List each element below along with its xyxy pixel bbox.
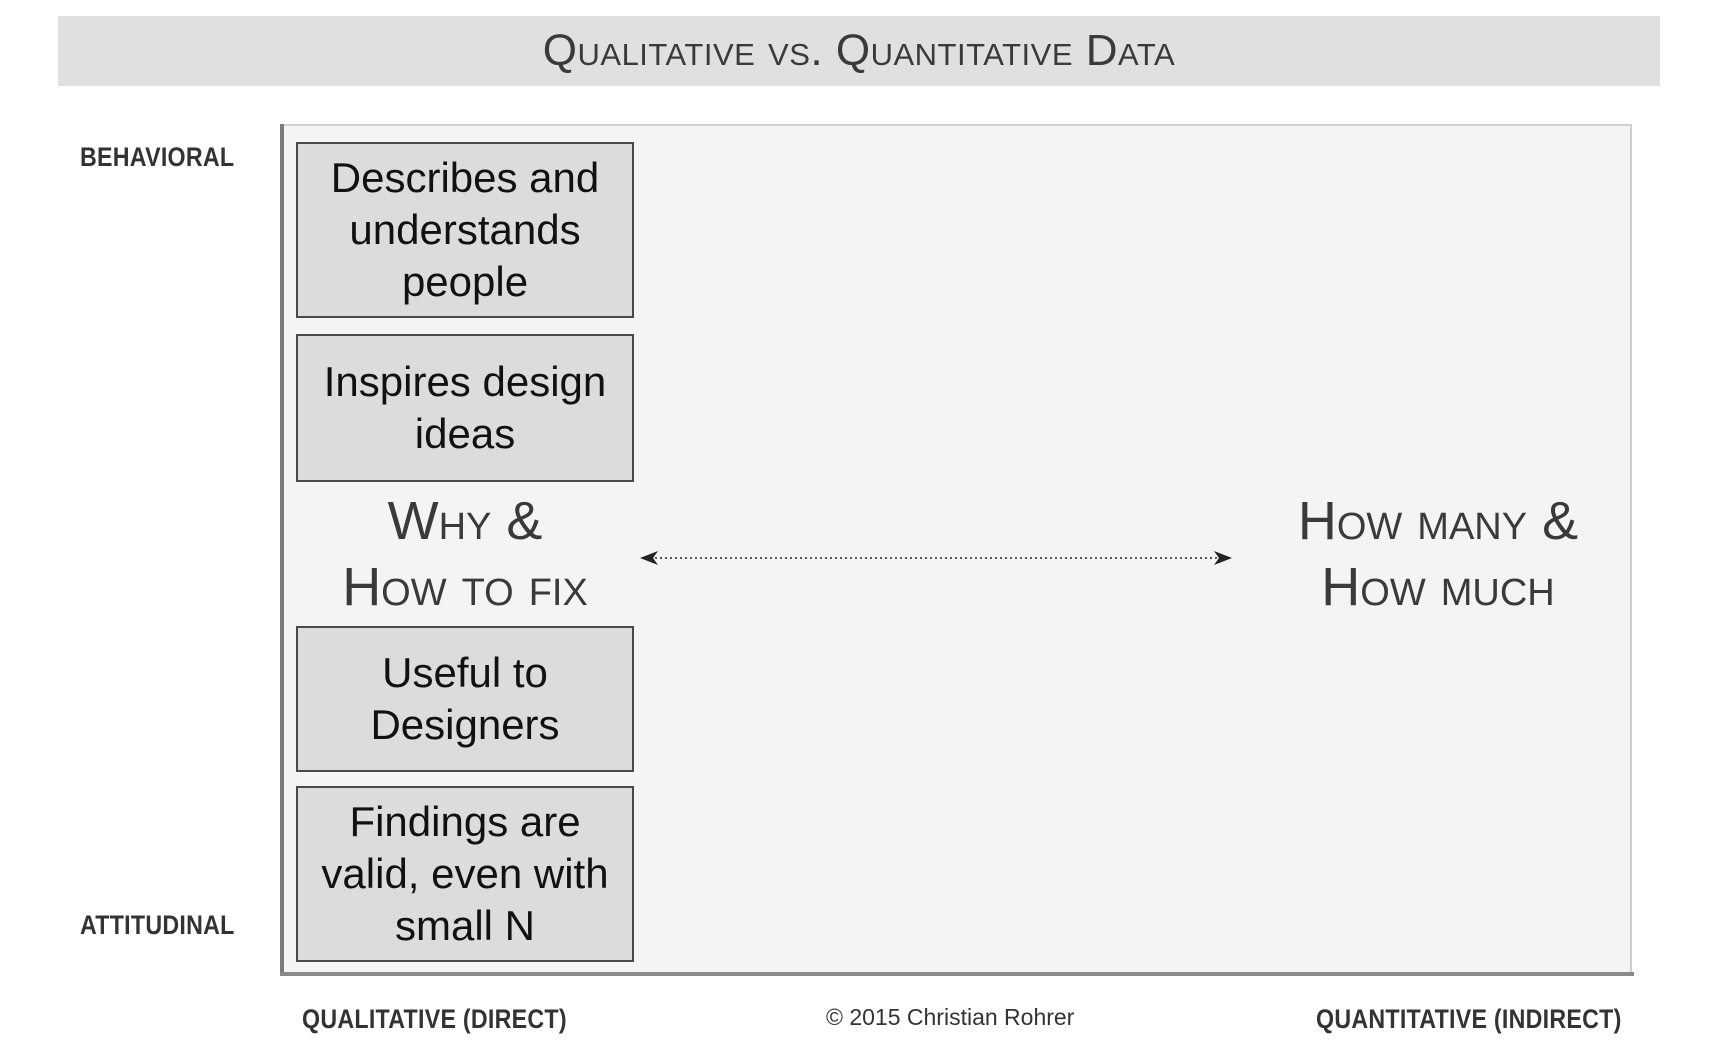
- y-axis-line: [280, 124, 284, 976]
- box-describes-people: Describes and understands people: [296, 142, 634, 318]
- copyright-notice: © 2015 Christian Rohrer: [826, 1004, 1075, 1030]
- box-findings-valid: Findings are valid, even with small N: [296, 786, 634, 962]
- x-axis-line: [280, 972, 1634, 976]
- y-axis-bottom-label: ATTITUDINAL: [80, 910, 235, 940]
- quantitative-label-line2: How much: [1321, 557, 1555, 617]
- double-headed-arrow-icon: [640, 551, 1232, 565]
- quantitative-label: How many & How much: [1246, 488, 1630, 620]
- qualitative-label: Why & How to fix: [296, 488, 634, 620]
- box-useful-to-designers: Useful to Designers: [296, 626, 634, 772]
- quantitative-label-line1: How many &: [1297, 491, 1579, 551]
- box-inspires-ideas: Inspires design ideas: [296, 334, 634, 482]
- qualitative-label-line1: Why &: [387, 491, 543, 551]
- x-axis-right-label: QUANTITATIVE (INDIRECT): [1316, 1004, 1622, 1034]
- y-axis-top-label: BEHAVIORAL: [80, 142, 235, 172]
- x-axis-left-label: QUALITATIVE (DIRECT): [302, 1004, 567, 1034]
- diagram-title: Qualitative vs. Quantitative Data: [542, 26, 1176, 75]
- title-bar: Qualitative vs. Quantitative Data: [58, 16, 1660, 86]
- qualitative-label-line2: How to fix: [342, 557, 588, 617]
